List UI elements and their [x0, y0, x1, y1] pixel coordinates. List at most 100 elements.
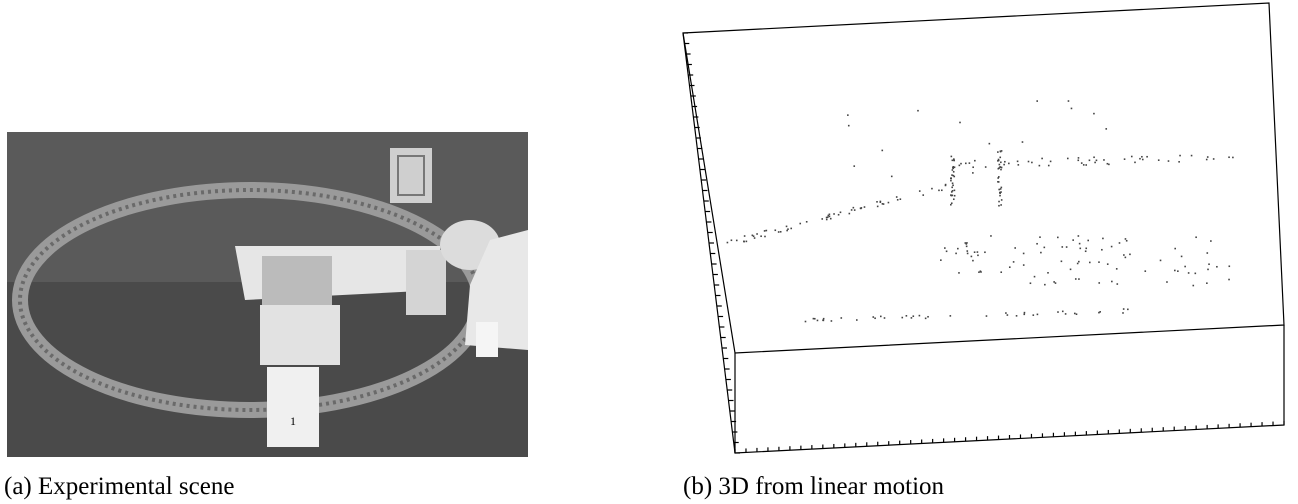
- point: [1048, 165, 1050, 167]
- point: [1126, 240, 1128, 242]
- point: [1101, 249, 1103, 251]
- point: [925, 318, 927, 320]
- point: [999, 166, 1001, 168]
- point: [959, 122, 961, 124]
- point: [946, 250, 948, 252]
- point: [1141, 156, 1143, 158]
- point: [1181, 256, 1183, 258]
- point: [1096, 160, 1098, 162]
- point: [814, 318, 816, 320]
- point: [877, 206, 879, 208]
- point: [1213, 158, 1215, 160]
- point: [1000, 161, 1002, 163]
- point: [847, 114, 849, 116]
- point: [1057, 311, 1059, 313]
- point: [1144, 270, 1146, 272]
- point: [1078, 157, 1080, 159]
- point: [1039, 165, 1041, 167]
- point: [1127, 309, 1129, 311]
- point: [1017, 161, 1019, 163]
- point: [1007, 314, 1009, 316]
- point: [1232, 157, 1234, 159]
- point: [1102, 238, 1104, 240]
- point: [972, 172, 974, 174]
- point: [952, 160, 954, 162]
- point: [1139, 158, 1141, 160]
- point: [960, 163, 962, 165]
- point: [1000, 188, 1002, 190]
- point: [853, 207, 855, 209]
- point: [1078, 278, 1080, 280]
- point: [1083, 164, 1085, 166]
- point: [856, 319, 858, 321]
- point: [876, 201, 878, 203]
- point: [941, 189, 943, 191]
- point: [952, 182, 954, 184]
- point: [1123, 254, 1125, 256]
- point: [911, 317, 913, 319]
- point: [917, 110, 919, 112]
- point: [1065, 313, 1067, 315]
- point: [1013, 261, 1015, 263]
- point: [959, 165, 961, 167]
- point: [922, 194, 924, 196]
- point: [1089, 262, 1091, 264]
- point: [1037, 314, 1039, 316]
- point: [944, 247, 946, 249]
- point: [998, 189, 1000, 191]
- point: [756, 233, 758, 235]
- point: [1105, 128, 1107, 130]
- point: [1040, 252, 1042, 254]
- point: [1123, 308, 1125, 310]
- point: [952, 167, 954, 169]
- point: [1192, 285, 1194, 287]
- point: [1000, 169, 1002, 171]
- point: [874, 317, 876, 319]
- point: [1160, 260, 1162, 262]
- point: [1070, 269, 1072, 271]
- point: [731, 239, 733, 241]
- point: [1022, 141, 1024, 143]
- point: [1206, 252, 1208, 254]
- point: [1093, 113, 1095, 115]
- point: [1023, 264, 1025, 266]
- point: [1111, 246, 1113, 248]
- point: [1108, 164, 1110, 166]
- point: [1075, 278, 1077, 280]
- point: [1085, 248, 1087, 250]
- point: [919, 315, 921, 317]
- point: [953, 171, 955, 173]
- point: [774, 229, 776, 231]
- point: [1074, 313, 1076, 315]
- point: [1078, 235, 1080, 237]
- point: [951, 195, 953, 197]
- point: [880, 201, 882, 203]
- point: [952, 185, 954, 187]
- point: [1195, 236, 1197, 238]
- point: [927, 316, 929, 318]
- point: [974, 160, 976, 162]
- point: [743, 241, 745, 243]
- point: [919, 190, 921, 192]
- point: [786, 230, 788, 232]
- point: [997, 181, 999, 183]
- point: [831, 320, 833, 322]
- point: [1174, 248, 1176, 250]
- point: [1047, 272, 1049, 274]
- point: [1077, 160, 1079, 162]
- point: [912, 315, 914, 317]
- point: [821, 218, 823, 220]
- point: [880, 316, 882, 318]
- point: [1016, 315, 1018, 317]
- point: [986, 315, 988, 317]
- point: [897, 199, 899, 201]
- point: [1119, 242, 1121, 244]
- point: [744, 235, 746, 237]
- point: [997, 177, 999, 179]
- point: [1034, 276, 1036, 278]
- point: [1210, 240, 1212, 242]
- point: [1001, 150, 1003, 152]
- point: [864, 206, 866, 208]
- point: [1111, 281, 1113, 283]
- point: [849, 213, 851, 215]
